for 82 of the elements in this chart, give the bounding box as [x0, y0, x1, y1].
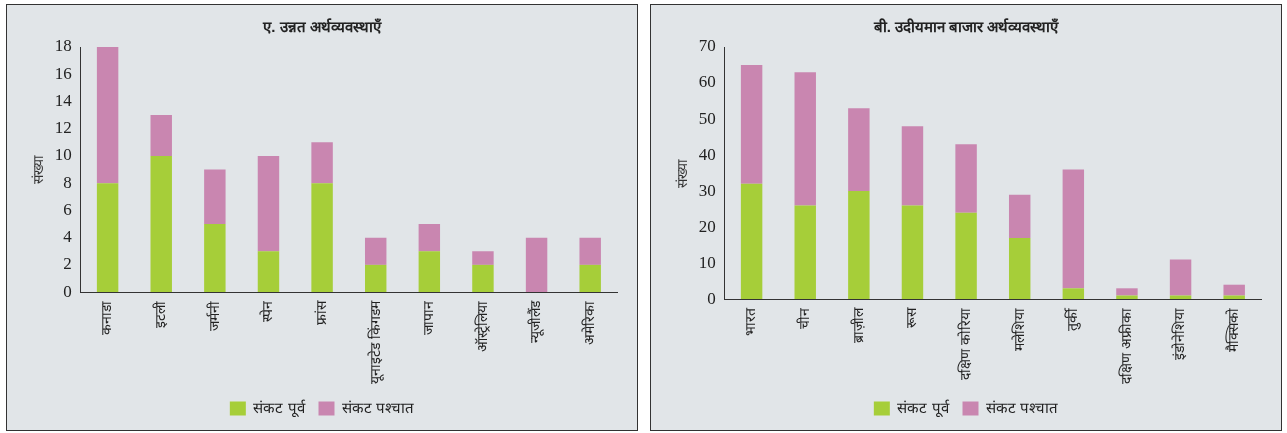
bar [794, 205, 816, 300]
y-tick-label: 60 [698, 72, 716, 92]
bar [418, 224, 441, 252]
x-tick-label: चीन [796, 308, 813, 330]
y-tick-label: 14 [54, 90, 73, 110]
bar [257, 155, 280, 252]
bar [1062, 288, 1085, 300]
y-tick-label: 20 [698, 216, 716, 236]
bar [96, 183, 119, 293]
bar [204, 224, 226, 293]
chart-title: ए. उन्नत अर्थव्यवस्थाएँ [262, 18, 382, 36]
bar [1116, 288, 1138, 296]
bar [311, 142, 333, 184]
bar [955, 144, 977, 213]
x-tick-label: रूस [903, 307, 920, 329]
x-tick-label: फ्रांस [312, 300, 329, 326]
x-tick-label: कनाडा [98, 301, 115, 336]
bar [364, 237, 387, 265]
bar [955, 212, 977, 300]
x-tick-label: यूनाइटेड किंगडम [366, 300, 384, 384]
bar [740, 183, 763, 300]
bar [901, 205, 924, 300]
y-tick-label: 10 [54, 145, 72, 165]
bar [740, 65, 763, 184]
y-tick-label: 8 [63, 172, 72, 192]
bar [364, 264, 387, 293]
bar [1008, 194, 1031, 238]
y-tick-label: 50 [698, 108, 716, 128]
bar [150, 115, 172, 156]
legend-label: संकट पूर्व [253, 398, 306, 418]
bar [1223, 284, 1245, 296]
y-tick-label: 6 [63, 199, 72, 219]
bar [901, 126, 924, 206]
bar [848, 108, 870, 192]
x-tick-label: ऑस्ट्रेलिया [473, 301, 490, 353]
bar [579, 264, 601, 293]
y-tick-label: 2 [63, 254, 72, 274]
y-tick-label: 30 [698, 180, 716, 200]
x-tick-label: तुर्की [1064, 307, 1082, 332]
x-tick-label: इटली [152, 301, 169, 329]
y-tick-label: 12 [54, 118, 72, 138]
bar [525, 237, 548, 293]
bar [257, 251, 280, 293]
y-tick-label: 4 [63, 227, 73, 247]
bar [311, 183, 333, 293]
bar [1008, 237, 1031, 300]
y-tick-label: 0 [63, 281, 72, 301]
x-tick-label: भारत [742, 307, 759, 337]
bar [472, 251, 494, 265]
x-tick-label: अमेरिका [581, 301, 598, 346]
x-tick-label: स्पेन [259, 301, 276, 323]
y-tick-label: 40 [698, 144, 716, 164]
bar [579, 237, 601, 265]
x-tick-label: जर्मनी [205, 301, 222, 332]
bar [1062, 169, 1085, 289]
y-axis-title: संख्या [30, 155, 47, 185]
bar [794, 72, 816, 206]
legend-label: संकट पश्चात [342, 398, 415, 416]
y-tick-label: 18 [54, 36, 72, 56]
bar [96, 47, 119, 184]
bar [1169, 259, 1192, 296]
legend-label: संकट पश्चात [986, 398, 1059, 416]
y-tick-label: 0 [707, 288, 716, 308]
x-tick-label: दक्षिण कोरिया [956, 308, 973, 380]
x-tick-label: जापान [420, 301, 437, 336]
y-tick-label: 16 [54, 63, 72, 83]
x-tick-label: न्यूजीलैंड [527, 300, 545, 344]
x-tick-label: दक्षिण अफ्रीका [1117, 308, 1134, 384]
bar [848, 191, 870, 300]
bar [418, 251, 441, 293]
x-tick-label: इंडोनेशिया [1171, 308, 1188, 361]
x-tick-label: मलेशिया [1010, 308, 1027, 352]
x-tick-label: ब्राज़ील [849, 307, 866, 344]
y-axis-title: संख्या [674, 158, 691, 188]
bar [150, 155, 172, 293]
legend-label: संकट पूर्व [897, 398, 950, 418]
y-tick-label: 10 [698, 252, 716, 272]
x-tick-label: मैक्सिको [1225, 308, 1242, 353]
y-tick-label: 70 [698, 36, 716, 56]
bar [204, 169, 226, 225]
chart-title: बी. उदीयमान बाजार अर्थव्यवस्थाएँ [872, 18, 1060, 36]
bar [472, 264, 494, 293]
